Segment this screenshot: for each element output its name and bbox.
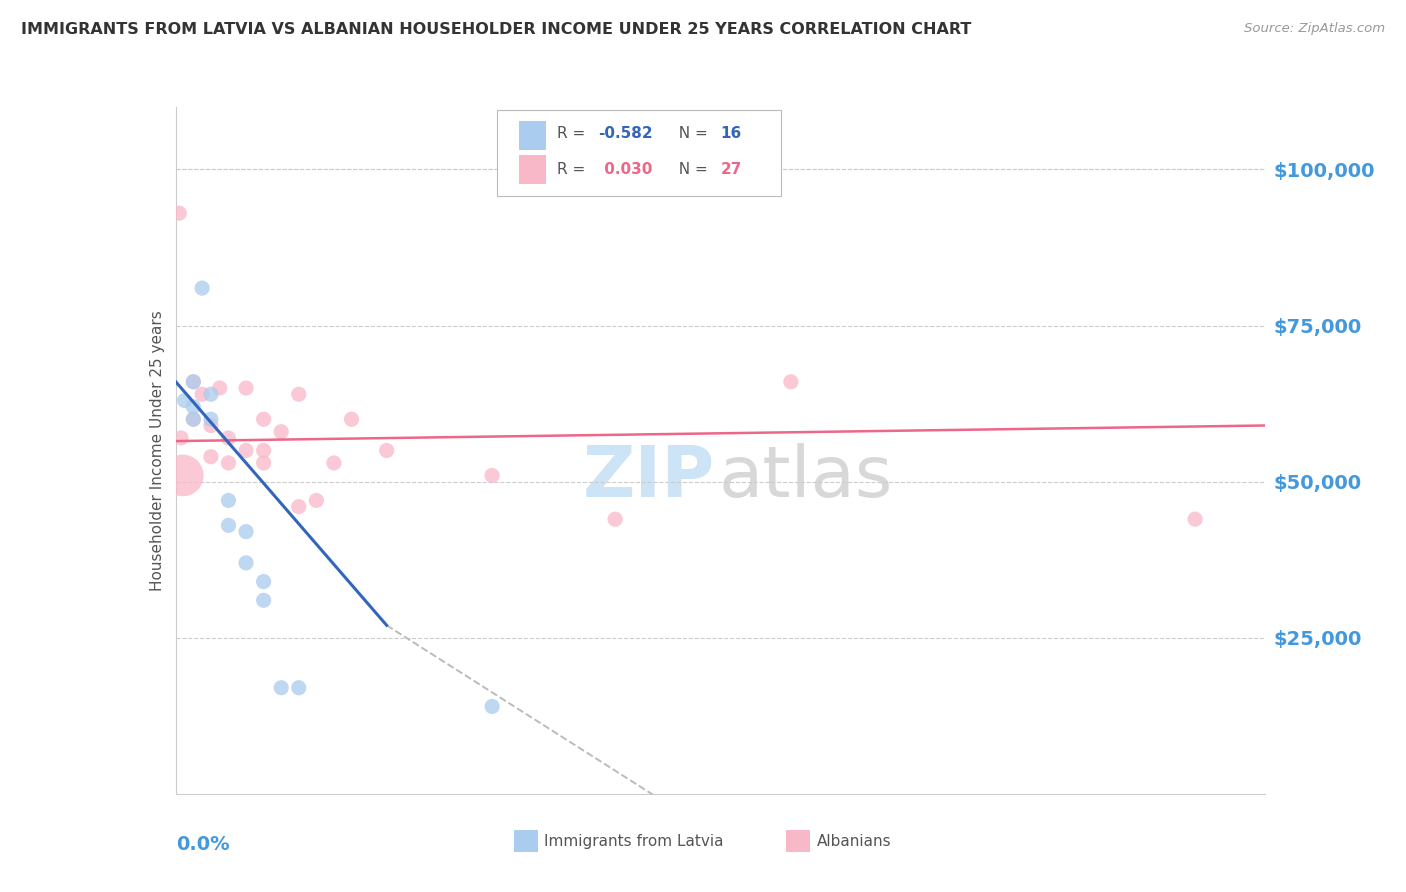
Point — [481, 699, 503, 714]
Point — [287, 387, 309, 401]
Point — [270, 681, 292, 695]
Point — [172, 468, 194, 483]
Point — [183, 375, 205, 389]
Text: R =: R = — [557, 161, 591, 177]
Text: R =: R = — [557, 127, 591, 142]
Text: N =: N = — [669, 127, 713, 142]
Text: IMMIGRANTS FROM LATVIA VS ALBANIAN HOUSEHOLDER INCOME UNDER 25 YEARS CORRELATION: IMMIGRANTS FROM LATVIA VS ALBANIAN HOUSE… — [21, 22, 972, 37]
Text: ZIP: ZIP — [583, 443, 716, 512]
Point — [605, 512, 627, 526]
Point — [340, 412, 363, 426]
Text: 27: 27 — [721, 161, 742, 177]
Text: N =: N = — [669, 161, 713, 177]
Point — [235, 524, 257, 539]
Point — [200, 450, 222, 464]
Point — [235, 556, 257, 570]
Bar — [519, 121, 546, 150]
Point — [287, 500, 309, 514]
Point — [322, 456, 346, 470]
Point — [780, 375, 803, 389]
Point — [253, 456, 276, 470]
Point — [217, 431, 239, 445]
Point — [1184, 512, 1206, 526]
Point — [217, 518, 239, 533]
Text: 0.0%: 0.0% — [176, 835, 229, 855]
Point — [183, 375, 205, 389]
Point — [253, 593, 276, 607]
Point — [235, 443, 257, 458]
Text: atlas: atlas — [718, 443, 893, 512]
Point — [200, 387, 222, 401]
Point — [183, 412, 205, 426]
Point — [305, 493, 328, 508]
Text: Albanians: Albanians — [817, 834, 891, 849]
Point — [217, 493, 239, 508]
Point — [183, 412, 205, 426]
Text: -0.582: -0.582 — [599, 127, 654, 142]
Point — [173, 393, 195, 408]
Point — [200, 418, 222, 433]
Text: 0.030: 0.030 — [599, 161, 652, 177]
Bar — [519, 155, 546, 184]
Point — [375, 443, 398, 458]
Point — [200, 412, 222, 426]
Point — [270, 425, 292, 439]
Point — [208, 381, 231, 395]
Point — [481, 468, 503, 483]
Point — [253, 443, 276, 458]
Text: 16: 16 — [721, 127, 742, 142]
Point — [235, 381, 257, 395]
Point — [287, 681, 309, 695]
Point — [253, 574, 276, 589]
Bar — [513, 830, 537, 852]
Point — [253, 412, 276, 426]
Point — [170, 431, 193, 445]
Point — [191, 281, 214, 295]
Y-axis label: Householder Income Under 25 years: Householder Income Under 25 years — [149, 310, 165, 591]
Point — [169, 206, 191, 220]
Bar — [786, 830, 810, 852]
Text: Source: ZipAtlas.com: Source: ZipAtlas.com — [1244, 22, 1385, 36]
FancyBboxPatch shape — [498, 111, 780, 196]
Point — [191, 387, 214, 401]
Point — [217, 456, 239, 470]
Text: Immigrants from Latvia: Immigrants from Latvia — [544, 834, 724, 849]
Point — [183, 400, 205, 414]
